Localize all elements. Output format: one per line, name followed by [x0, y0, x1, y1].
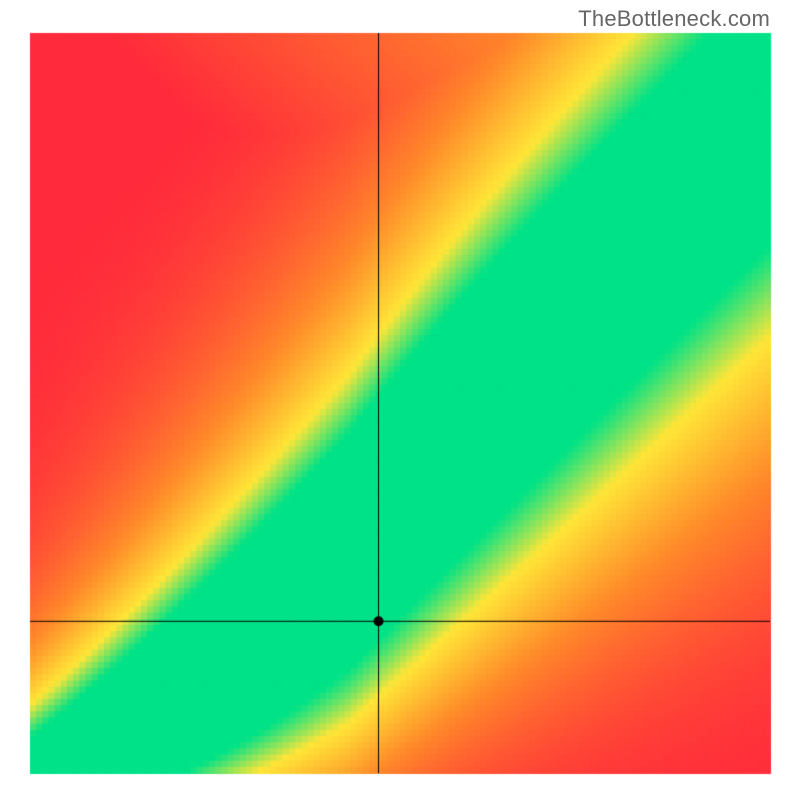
watermark-text: TheBottleneck.com — [578, 6, 770, 32]
bottleneck-heatmap — [0, 0, 800, 800]
